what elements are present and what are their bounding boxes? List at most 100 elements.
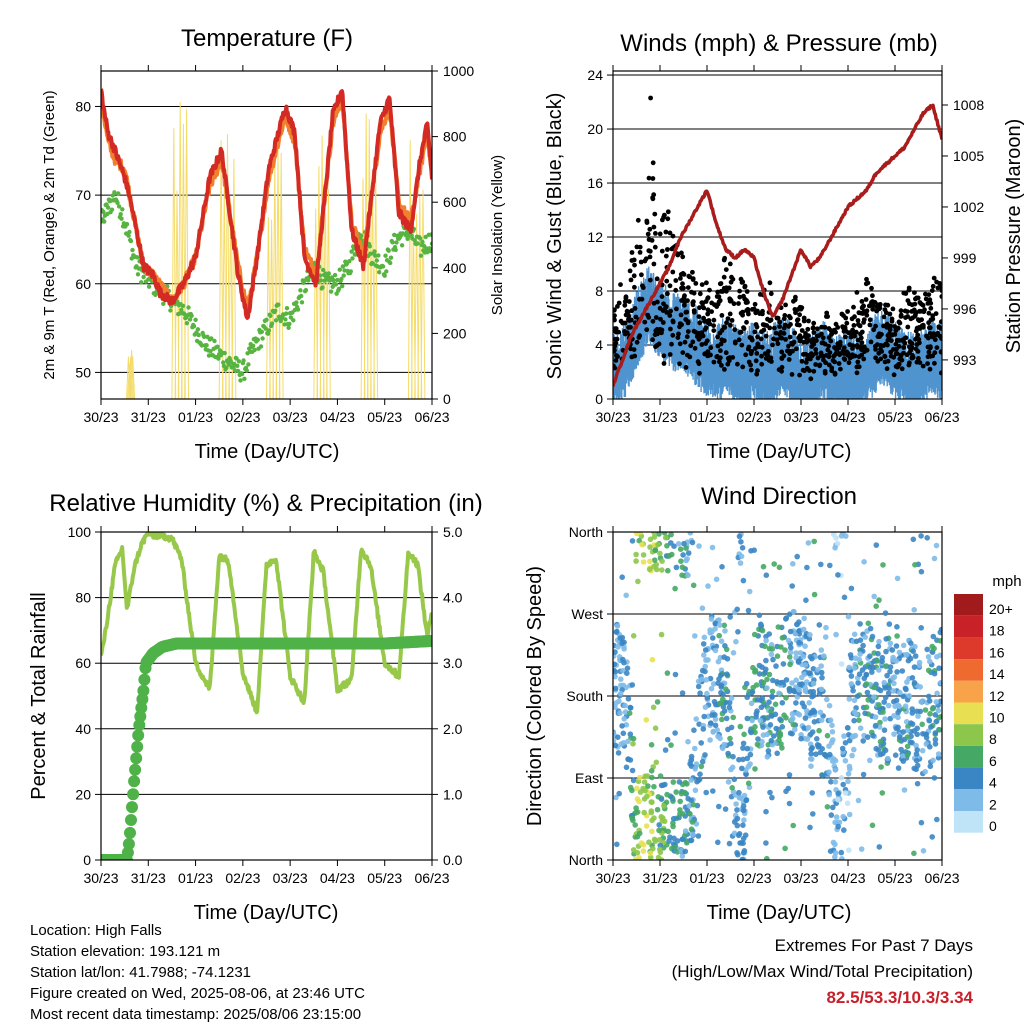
direction-point <box>777 716 783 723</box>
gust-point <box>891 372 897 378</box>
solar-insolation-line <box>319 135 325 399</box>
dewpoint-point <box>228 359 234 365</box>
gust-point <box>678 276 683 281</box>
direction-point <box>739 856 746 860</box>
direction-point <box>790 561 796 567</box>
direction-point <box>763 657 769 664</box>
solar-insolation-line <box>171 128 177 399</box>
direction-point <box>726 840 733 847</box>
humidity-title: Relative Humidity (%) & Precipitation (i… <box>49 490 482 517</box>
gust-point <box>647 277 653 283</box>
direction-point <box>736 831 743 837</box>
direction-point <box>641 809 647 816</box>
direction-point <box>918 625 924 631</box>
gust-point <box>877 305 883 311</box>
gust-point <box>738 310 744 316</box>
gust-point <box>864 276 869 282</box>
direction-point <box>682 828 689 834</box>
direction-point <box>861 559 867 565</box>
direction-point <box>700 726 707 732</box>
direction-point <box>927 763 934 770</box>
direction-point <box>788 644 794 651</box>
gust-point <box>786 313 792 319</box>
direction-point <box>886 621 893 627</box>
precip-point <box>127 788 140 801</box>
gust-point <box>811 320 817 326</box>
humidity-xtick-label: 31/23 <box>131 870 166 886</box>
gust-point <box>685 285 691 290</box>
direction-point <box>645 783 651 789</box>
dewpoint-point <box>341 273 346 278</box>
direction-point <box>702 704 709 710</box>
gust-point <box>783 337 788 342</box>
gust-point <box>935 330 941 336</box>
temperature-xtick-label: 03/23 <box>273 409 308 425</box>
direction-point <box>655 541 661 548</box>
gust-point <box>815 355 821 361</box>
dewpoint-point <box>400 231 405 236</box>
direction-point <box>807 689 814 695</box>
direction-point <box>790 608 797 615</box>
direction-point <box>737 560 744 566</box>
dewpoint-point <box>328 289 334 294</box>
dewpoint-point <box>295 307 301 312</box>
direction-point <box>700 641 707 647</box>
direction-point <box>704 690 710 697</box>
dewpoint-point <box>320 285 325 290</box>
direction-point <box>869 669 875 675</box>
direction-point <box>738 840 745 846</box>
direction-point <box>703 657 709 663</box>
direction-point <box>740 850 747 856</box>
direction-point <box>914 780 921 787</box>
pressure-line <box>613 103 942 387</box>
gust-point <box>851 304 856 310</box>
direction-point <box>736 756 742 763</box>
direction-point <box>688 797 694 804</box>
gust-point <box>667 352 673 357</box>
direction-point <box>783 695 789 701</box>
direction-point <box>613 794 619 801</box>
direction-point <box>931 775 938 781</box>
direction-point <box>790 721 797 728</box>
gust-point <box>779 364 785 370</box>
direction-point <box>682 848 689 855</box>
direction-point <box>810 666 817 672</box>
direction-point <box>794 553 800 560</box>
direction-point <box>883 648 889 655</box>
extremes-subheading: (High/Low/Max Wind/Total Precipitation) <box>671 962 973 981</box>
gust-point <box>858 335 864 341</box>
winds-y2tick-label: 996 <box>953 301 977 317</box>
direction-point <box>728 740 734 747</box>
colorbar-swatch <box>954 811 983 833</box>
dewpoint-point <box>105 211 110 217</box>
gust-point <box>826 343 832 349</box>
gust-point <box>933 311 939 316</box>
direction-point <box>898 746 904 753</box>
direction-xtick-label: 05/23 <box>877 870 912 886</box>
gust-point <box>711 323 716 328</box>
dewpoint-point <box>340 264 346 269</box>
gust-point <box>743 352 749 358</box>
winds-y2tick-label: 1002 <box>953 199 984 215</box>
gust-point <box>639 296 645 302</box>
direction-point <box>786 654 793 660</box>
direction-point <box>775 624 782 630</box>
gust-point <box>926 310 932 316</box>
direction-point <box>934 816 940 823</box>
winds-xtick-label: 30/23 <box>595 409 630 425</box>
direction-point <box>656 532 662 537</box>
gust-point <box>882 353 888 359</box>
gust-point <box>932 360 937 366</box>
gust-point <box>864 312 870 318</box>
direction-point <box>792 726 798 733</box>
winds-ytick-label: 12 <box>587 229 603 245</box>
direction-point <box>904 743 911 750</box>
direction-point <box>913 751 920 757</box>
direction-point <box>658 631 665 638</box>
direction-point <box>616 698 622 704</box>
direction-point <box>806 700 812 706</box>
gust-point <box>632 284 637 290</box>
gust-point <box>667 313 673 318</box>
winds-ytick-label: 8 <box>595 283 603 299</box>
direction-point <box>912 562 918 568</box>
